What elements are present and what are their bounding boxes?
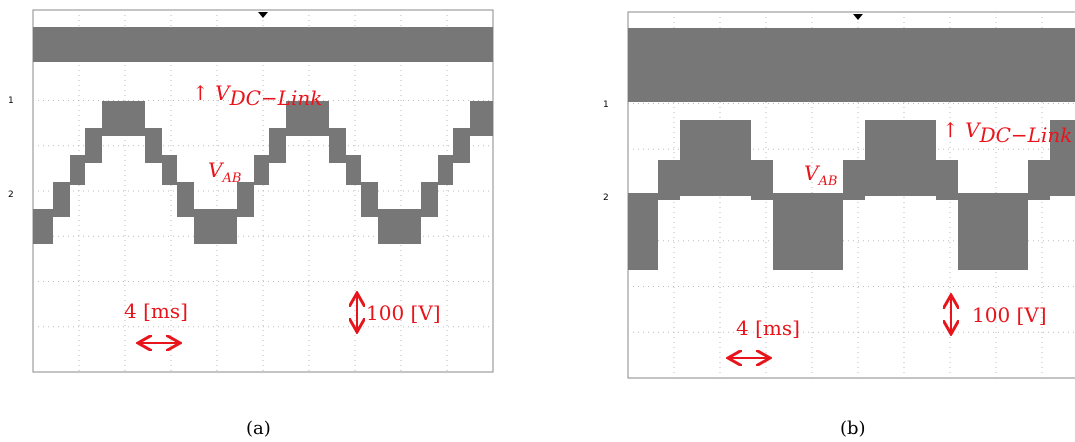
vab-trace bbox=[145, 128, 162, 163]
vab-trace bbox=[751, 160, 773, 200]
vab-trace bbox=[102, 101, 145, 136]
vab-trace bbox=[162, 155, 177, 185]
panel-label: (a) bbox=[246, 418, 271, 439]
vab-trace bbox=[865, 120, 936, 196]
figure: 1 2 ↑ VDC−Link VAB 4 [ms] 100 [V] (a) 1 … bbox=[0, 0, 1075, 442]
vab-trace bbox=[680, 120, 751, 196]
vab-trace bbox=[329, 128, 346, 163]
dc-link-trace bbox=[628, 28, 1075, 102]
vab-trace bbox=[254, 155, 269, 185]
vab-trace bbox=[421, 182, 438, 217]
vab-trace bbox=[237, 182, 254, 217]
vab-trace bbox=[33, 209, 53, 244]
vab-trace bbox=[346, 155, 361, 185]
panel-label: (b) bbox=[840, 418, 866, 439]
channel-marker: 1 bbox=[8, 96, 14, 106]
vab-trace bbox=[194, 209, 237, 244]
vab-trace bbox=[53, 182, 70, 217]
vab-trace bbox=[269, 128, 286, 163]
vab-trace bbox=[958, 193, 1028, 270]
voltage-scale: 100 [V] bbox=[366, 301, 441, 325]
vab-trace bbox=[177, 182, 194, 217]
vab-trace bbox=[1028, 160, 1050, 200]
time-scale: 4 [ms] bbox=[736, 316, 800, 340]
vab-trace bbox=[773, 193, 843, 270]
voltage-scale: 100 [V] bbox=[972, 303, 1047, 327]
vab-trace bbox=[843, 160, 865, 200]
dc-link-trace bbox=[33, 27, 493, 62]
vab-trace bbox=[361, 182, 378, 217]
vab-trace bbox=[453, 128, 470, 163]
vab-trace bbox=[85, 128, 102, 163]
vab-trace bbox=[470, 101, 493, 136]
vab-trace bbox=[936, 160, 958, 200]
vab-trace bbox=[70, 155, 85, 185]
vab-trace bbox=[658, 160, 680, 200]
vab-trace bbox=[438, 155, 453, 185]
channel-marker: 2 bbox=[8, 190, 14, 200]
channel-marker: 1 bbox=[603, 100, 609, 110]
vab-trace bbox=[628, 193, 658, 270]
time-scale: 4 [ms] bbox=[124, 299, 188, 323]
vab-trace bbox=[378, 209, 421, 244]
channel-marker: 2 bbox=[603, 193, 609, 203]
